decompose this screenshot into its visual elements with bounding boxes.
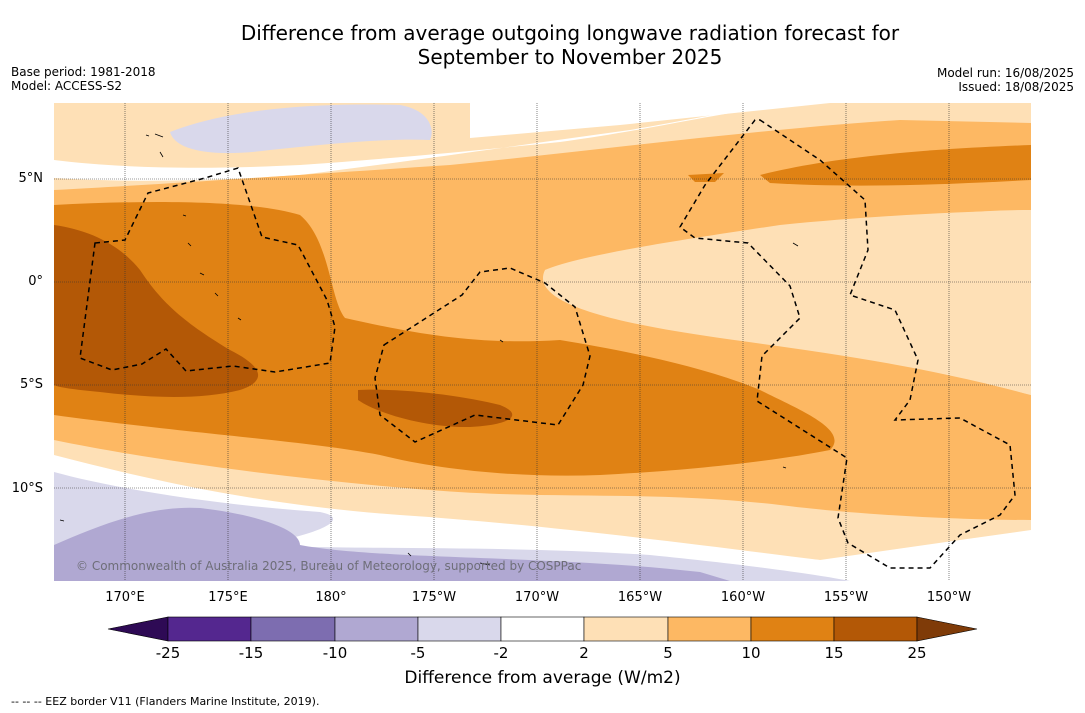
eez-kiribati-line [679,119,1016,569]
eez-legend-note: -- -- -- EEZ border V11 (Flanders Marine… [11,695,320,708]
colorbar-bin-2 [250,616,336,642]
lon-label-160w: 160°W [720,590,766,605]
chart-title: Difference from average outgoing longwav… [0,21,1085,69]
lat-label-0: 0° [28,274,43,289]
contour-15-to-25-central [358,389,513,428]
eez-tuvalu [79,167,336,373]
colorbar-tick-neg5: -5 [410,644,426,662]
colorbar-bin-9 [833,616,918,642]
colorbar-bin-7 [667,616,752,642]
issued-date: Issued: 18/08/2025 [958,80,1074,94]
lat-label-5s: 5°S [19,377,43,392]
white-band-top [54,103,1031,181]
colorbar-tick-5: 5 [663,644,673,662]
colorbar-extend-min [107,616,169,642]
lon-label-155w: 155°W [823,590,869,605]
metadata-left: Base period: 1981-2018 Model: ACCESS-S2 [11,65,156,93]
contour-10-to-15-spot [688,173,724,182]
model-name: Model: ACCESS-S2 [11,79,123,93]
island-outlines [59,133,799,566]
colorbar-bin-8 [750,616,835,642]
lon-label-170e: 170°E [105,590,145,605]
colorbar-tick-neg2: -2 [493,644,509,662]
title-line-1: Difference from average outgoing longwav… [240,21,900,45]
colorbar-bin-3 [334,616,419,642]
model-run: Model run: 16/08/2025 [936,66,1074,80]
colorbar-tick-10: 10 [741,644,761,662]
colorbar-tick-25: 25 [907,644,927,662]
lon-label-175w: 175°W [411,590,457,605]
colorbar-bin-5 [500,616,585,642]
copyright-notice: © Commonwealth of Australia 2025, Bureau… [76,559,581,573]
lat-label-10s: 10°S [11,481,43,496]
eez-borders [79,119,1016,569]
lon-label-165w: 165°W [617,590,663,605]
eez-tokelau [374,267,591,443]
base-period: Base period: 1981-2018 [11,65,156,79]
colorbar [107,616,978,642]
lat-label-5n: 5°N [18,171,44,186]
contour-10-to-15-east [760,145,1031,186]
contour-10-to-15 [54,202,835,476]
colorbar-tick-neg25: -25 [155,644,181,662]
lon-label-170w: 170°W [514,590,560,605]
colorbar-tick-15: 15 [824,644,844,662]
contour-neg5-to-neg10-bottom [54,507,730,581]
contour-neg2-top [170,104,432,154]
lon-label-150w: 150°W [926,590,972,605]
colorbar-title: Difference from average (W/m2) [404,668,681,688]
metadata-right: Model run: 16/08/2025 Issued: 18/08/2025 [937,66,1074,94]
colorbar-extend-max [916,616,978,642]
contour-15-to-25-west [54,225,259,397]
colorbar-bin-6 [583,616,669,642]
colorbar-tick-neg10: -10 [322,644,348,662]
colorbar-bin-4 [417,616,502,642]
title-line-2: September to November 2025 [417,45,723,69]
colorbar-tick-2: 2 [579,644,589,662]
contour-2-to-5-tongue [545,210,1031,395]
lon-label-175e: 175°E [208,590,248,605]
colorbar-tick-neg15: -15 [238,644,264,662]
gridlines [54,103,1031,581]
lon-label-180: 180° [315,590,347,605]
colorbar-bin-1 [167,616,252,642]
